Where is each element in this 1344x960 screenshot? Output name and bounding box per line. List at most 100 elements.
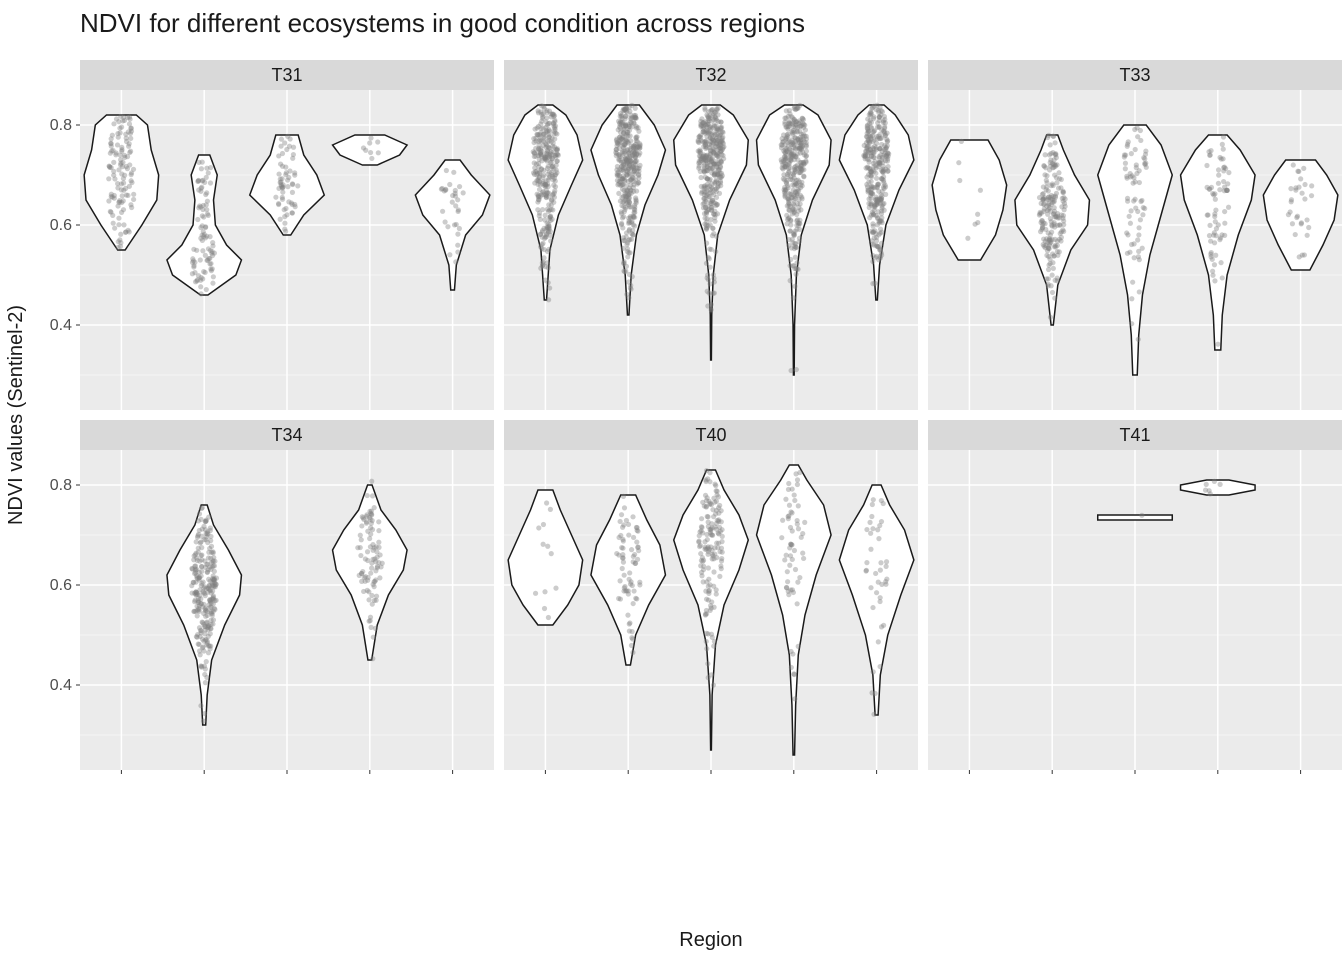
data-point bbox=[787, 108, 792, 113]
data-point bbox=[881, 185, 886, 190]
data-point bbox=[697, 544, 702, 549]
data-point bbox=[1226, 205, 1231, 210]
data-point bbox=[204, 287, 209, 292]
data-point bbox=[453, 259, 458, 264]
data-point bbox=[209, 590, 214, 595]
data-point bbox=[878, 568, 883, 573]
data-point bbox=[616, 138, 621, 143]
data-point bbox=[355, 545, 360, 550]
data-point bbox=[1043, 165, 1048, 170]
data-point bbox=[539, 103, 544, 108]
data-point bbox=[626, 279, 631, 284]
data-point bbox=[882, 117, 887, 122]
data-point bbox=[365, 588, 370, 593]
data-point bbox=[783, 497, 788, 502]
data-point bbox=[800, 116, 805, 121]
data-point bbox=[621, 268, 626, 273]
data-point bbox=[713, 249, 718, 254]
data-point bbox=[116, 222, 121, 227]
data-point bbox=[626, 228, 631, 233]
data-point bbox=[1060, 227, 1065, 232]
plot-title: NDVI for different ecosystems in good co… bbox=[80, 8, 805, 38]
data-point bbox=[118, 244, 123, 249]
data-point bbox=[208, 180, 213, 185]
data-point bbox=[1125, 144, 1130, 149]
data-point bbox=[1140, 246, 1145, 251]
data-point bbox=[1131, 175, 1136, 180]
data-point bbox=[539, 167, 544, 172]
data-point bbox=[551, 183, 556, 188]
data-point bbox=[636, 180, 641, 185]
data-point bbox=[116, 239, 121, 244]
data-point bbox=[1138, 128, 1143, 133]
x-tick-label: Western Norway bbox=[283, 773, 378, 868]
data-point bbox=[1216, 167, 1221, 172]
data-point bbox=[544, 142, 549, 147]
data-point bbox=[1135, 209, 1140, 214]
data-point bbox=[975, 212, 980, 217]
data-point bbox=[450, 200, 455, 205]
data-point bbox=[787, 503, 792, 508]
facet-T34: T34 bbox=[80, 420, 494, 770]
data-point bbox=[127, 117, 132, 122]
data-point bbox=[699, 516, 704, 521]
data-point bbox=[204, 659, 209, 664]
data-point bbox=[719, 160, 724, 165]
data-point bbox=[1046, 133, 1051, 138]
data-point bbox=[125, 154, 130, 159]
data-point bbox=[1046, 202, 1051, 207]
data-point bbox=[635, 139, 640, 144]
data-point bbox=[708, 528, 713, 533]
data-point bbox=[550, 164, 555, 169]
data-point bbox=[199, 628, 204, 633]
data-point bbox=[1129, 296, 1134, 301]
data-point bbox=[535, 182, 540, 187]
data-point bbox=[708, 131, 713, 136]
data-point bbox=[365, 578, 370, 583]
data-point bbox=[372, 584, 377, 589]
data-point bbox=[704, 468, 709, 473]
data-point bbox=[624, 138, 629, 143]
data-point bbox=[370, 656, 375, 661]
data-point bbox=[1210, 269, 1215, 274]
data-point bbox=[1208, 252, 1213, 257]
data-point bbox=[201, 719, 206, 724]
data-point bbox=[370, 602, 375, 607]
data-point bbox=[359, 523, 364, 528]
data-point bbox=[368, 135, 373, 140]
data-point bbox=[698, 551, 703, 556]
data-point bbox=[360, 514, 365, 519]
data-point bbox=[1136, 337, 1141, 342]
data-point bbox=[548, 238, 553, 243]
data-point bbox=[376, 560, 381, 565]
data-point bbox=[1052, 296, 1057, 301]
data-point bbox=[1128, 221, 1133, 226]
data-point bbox=[716, 181, 721, 186]
data-point bbox=[544, 195, 549, 200]
data-point bbox=[708, 139, 713, 144]
data-point bbox=[199, 564, 204, 569]
data-point bbox=[208, 261, 213, 266]
data-point bbox=[788, 257, 793, 262]
data-point bbox=[705, 552, 710, 557]
data-point bbox=[797, 146, 802, 151]
data-point bbox=[1054, 175, 1059, 180]
x-tick-label: Central Norway bbox=[123, 773, 213, 863]
data-point bbox=[801, 174, 806, 179]
data-point bbox=[1299, 221, 1304, 226]
data-point bbox=[627, 272, 632, 277]
data-point bbox=[870, 221, 875, 226]
data-point bbox=[128, 126, 133, 131]
data-point bbox=[714, 136, 719, 141]
data-point bbox=[619, 209, 624, 214]
data-point bbox=[193, 580, 198, 585]
data-point bbox=[790, 130, 795, 135]
data-point bbox=[868, 196, 873, 201]
data-point bbox=[1129, 151, 1134, 156]
data-point bbox=[376, 545, 381, 550]
data-point bbox=[1203, 488, 1208, 493]
data-point bbox=[619, 195, 624, 200]
data-point bbox=[621, 494, 626, 499]
data-point bbox=[870, 526, 875, 531]
data-point bbox=[212, 577, 217, 582]
